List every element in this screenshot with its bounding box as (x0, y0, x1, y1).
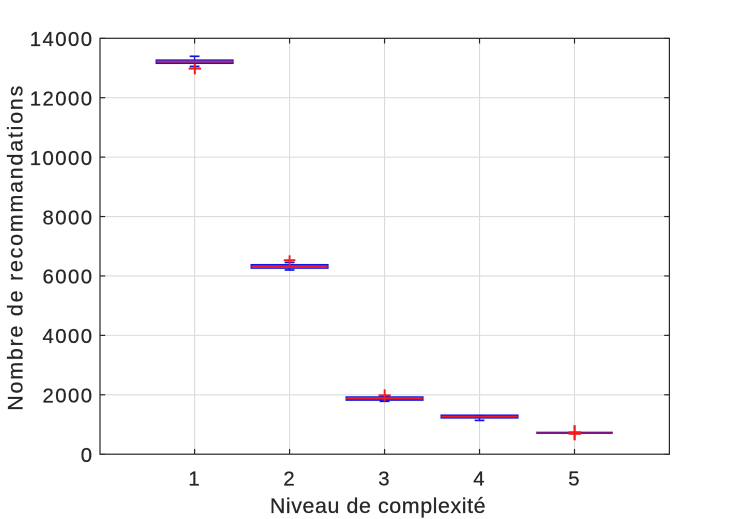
svg-text:8000: 8000 (43, 207, 94, 229)
svg-text:6000: 6000 (43, 267, 94, 289)
svg-text:4000: 4000 (43, 326, 94, 348)
svg-text:Nombre de recommandations: Nombre de recommandations (3, 84, 27, 411)
svg-text:3: 3 (378, 469, 389, 491)
svg-text:2000: 2000 (43, 386, 94, 408)
svg-text:1: 1 (188, 469, 199, 491)
svg-text:5: 5 (568, 469, 579, 491)
svg-text:2: 2 (283, 469, 294, 491)
svg-text:4: 4 (473, 469, 484, 491)
svg-text:14000: 14000 (30, 29, 94, 51)
svg-text:12000: 12000 (30, 88, 94, 110)
svg-text:10000: 10000 (30, 148, 94, 170)
svg-text:0: 0 (81, 445, 94, 467)
svg-text:Niveau de complexité: Niveau de complexité (270, 494, 486, 518)
